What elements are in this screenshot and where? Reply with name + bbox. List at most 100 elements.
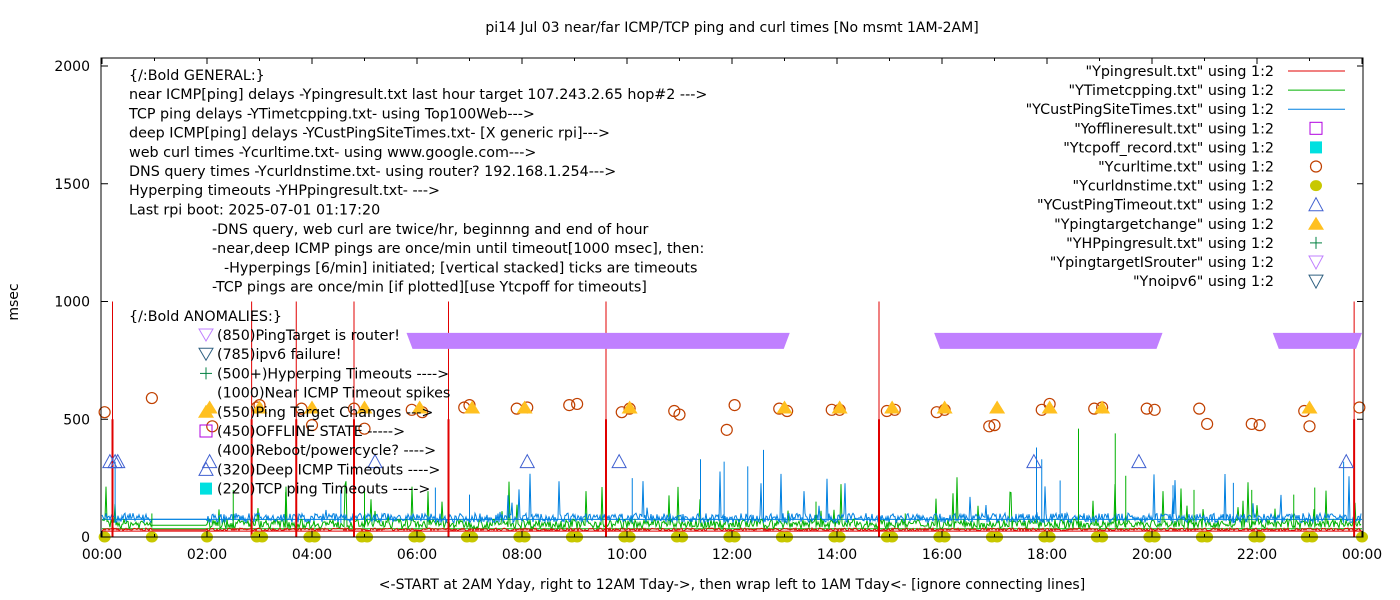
ping-target-change-point: [776, 400, 793, 414]
x-tick-label: 12:00: [712, 547, 752, 563]
deep-icmp-timeout-point: [367, 453, 383, 469]
curl-time-point: [720, 423, 733, 436]
annotation-note-line: -Hyperpings [6/min] initiated; [vertical…: [224, 260, 697, 276]
ping-target-change-point: [1041, 400, 1058, 414]
annotation-general-line: TCP ping delays -YTimetcpping.txt- using…: [128, 106, 535, 122]
curl-time-point: [988, 419, 1001, 432]
ping-target-change-point: [304, 400, 320, 414]
ping-target-change-point: [411, 400, 428, 414]
legend-down-triangle-icon: [1308, 274, 1324, 290]
down-triangle-icon: [198, 347, 214, 362]
x-tick-label: 14:00: [817, 547, 857, 563]
annotation-anomalies-title: {/:Bold ANOMALIES:}: [129, 309, 282, 325]
x-tick-label: 16:00: [922, 547, 962, 563]
near-icmp-series-line: [101, 526, 1362, 533]
annotation-anomaly-line: (785)ipv6 failure!: [217, 347, 341, 363]
annotation-general-line: web curl times -Ycurltime.txt- using www…: [129, 145, 536, 161]
annotation-note-line: -DNS query, web curl are twice/hr, begin…: [212, 222, 649, 238]
x-tick-label: 04:00: [292, 547, 332, 563]
curl-time-point: [563, 399, 576, 412]
legend-label: "YTimetcpping.txt" using 1:2: [1068, 83, 1274, 99]
x-tick-label: 08:00: [502, 547, 542, 563]
tcp-ping-series-line: [101, 477, 1362, 531]
annotation-anomaly-line: (450)OFFLINE STATE ----->: [217, 424, 405, 440]
ping-target-is-router-marker: [406, 332, 790, 349]
annotation-general-line: Last rpi boot: 2025-07-01 01:17:20: [129, 202, 380, 218]
annotation-general-line: deep ICMP[ping] delays -YCustPingSiteTim…: [129, 126, 610, 142]
curl-time-point: [571, 397, 584, 411]
open-triangle-icon: [198, 461, 214, 476]
legend-label: "Ypingtargetchange" using 1:2: [1054, 217, 1274, 233]
deep-icmp-timeout-point: [201, 453, 218, 469]
deep-icmp-timeout-point: [1026, 453, 1042, 469]
annotation-anomaly-line: (220)TCP ping Timeouts ----->: [217, 482, 430, 498]
annotation-general-line: near ICMP[ping] delays -Ypingresult.txt …: [129, 87, 707, 103]
curl-time-point: [673, 408, 686, 421]
ping-target-change-point: [831, 400, 848, 414]
x-tick-label: 00:00: [1342, 547, 1382, 563]
y-tick-label: 2000: [54, 59, 90, 75]
filled-triangle-icon: [198, 404, 214, 418]
x-tick-label: 22:00: [1237, 547, 1277, 563]
annotation-anomaly-line: (320)Deep ICMP Timeouts ---->: [217, 462, 440, 478]
curl-time-point: [1193, 402, 1206, 415]
legend-label: "Ynoipv6" using 1:2: [1133, 274, 1274, 290]
annotation-anomaly-line: (400)Reboot/powercycle? ---->: [217, 443, 436, 459]
annotation-anomaly-line: (1000)Near ICMP Timeout spikes: [217, 386, 450, 402]
ping-target-is-router-marker: [1272, 332, 1362, 349]
legend-filled-square-icon: [1310, 141, 1322, 154]
x-tick-label: 00:00: [82, 547, 122, 563]
deep-icmp-timeout-point: [1131, 453, 1147, 469]
axes-layer: 00:00 02:00 04:00 06:00 08:00 10:00 12:00 14:00…: [54, 57, 1382, 563]
curl-time-point: [305, 419, 319, 432]
down-triangle-icon: [198, 328, 214, 342]
legend-label: "YHPpingresult.txt" using 1:2: [1066, 236, 1274, 252]
legend-open-square-icon: [1309, 121, 1323, 135]
y-tick-label: 1500: [54, 177, 90, 193]
legend-label: "Ytcpoff_record.txt" using 1:2: [1063, 140, 1274, 156]
legend-label: "Ycurldnstime.txt" using 1:2: [1073, 179, 1274, 195]
curl-time-point: [1245, 417, 1258, 431]
chart-title: pi14 Jul 03 near/far ICMP/TCP ping and c…: [485, 20, 978, 36]
ping-target-change-point: [936, 400, 953, 414]
legend-open-circle-icon: [1309, 160, 1323, 173]
curl-time-point: [1253, 419, 1266, 432]
x-tick-label: 18:00: [1027, 547, 1067, 563]
deep-icmp-timeout-point: [611, 453, 627, 469]
annotation-note-line: -TCP pings are once/min [if plotted][use…: [212, 280, 647, 296]
x-tick-label: 06:00: [397, 547, 437, 563]
curl-time-point: [98, 406, 111, 419]
annotation-note-line: -near,deep ICMP pings are once/min until…: [212, 241, 704, 257]
legend-label: "Ypingresult.txt" using 1:2: [1086, 64, 1274, 80]
legend-filled-circle-icon: [1310, 180, 1322, 192]
legend-label: "Yofflineresult.txt" using 1:2: [1074, 121, 1274, 137]
legend: "Ypingresult.txt" using 1:2 "YTimetcpping…: [1026, 64, 1345, 290]
x-tick-label: 20:00: [1132, 547, 1172, 563]
deep-icmp-timeout-point: [519, 453, 536, 469]
ping-target-is-router-marker: [934, 332, 1163, 349]
y-axis-label: msec: [6, 283, 22, 320]
annotation-general-line: Hyperping timeouts -YHPpingresult.txt- -…: [129, 183, 440, 199]
ping-target-change-point: [1094, 400, 1111, 414]
legend-label: "YCustPingTimeout.txt" using 1:2: [1037, 198, 1274, 214]
ping-target-change-point: [356, 400, 373, 414]
ping-target-change-point: [251, 400, 268, 414]
curl-time-point: [1140, 402, 1153, 415]
curl-time-point: [1148, 403, 1161, 416]
y-tick-label: 0: [81, 530, 90, 546]
ping-target-change-point: [464, 400, 481, 414]
deep-icmp-timeout-point: [109, 453, 126, 469]
legend-open-triangle-icon: [1308, 196, 1324, 212]
ping-target-change-point: [1301, 400, 1318, 414]
y-tick-label: 1000: [54, 295, 90, 311]
curl-time-point: [1303, 420, 1316, 433]
legend-filled-triangle-icon: [1308, 216, 1324, 230]
x-tick-label: 02:00: [187, 547, 227, 563]
x-axis-label: <-START at 2AM Yday, right to 12AM Tday-…: [379, 577, 1085, 593]
deep-icmp-series-line: [101, 471, 1362, 525]
open-square-icon: [199, 424, 213, 438]
curl-time-point: [358, 422, 371, 435]
annotation-anomaly-line: (500+)Hyperping Timeouts ---->: [217, 366, 449, 382]
filled-square-icon: [200, 482, 212, 495]
